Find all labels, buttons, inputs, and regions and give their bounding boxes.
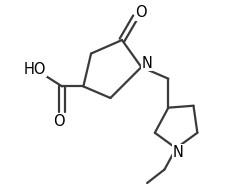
Text: N: N	[173, 145, 183, 160]
Text: HO: HO	[24, 62, 46, 76]
Text: N: N	[142, 56, 152, 71]
Text: O: O	[135, 5, 147, 21]
Text: O: O	[53, 114, 65, 129]
